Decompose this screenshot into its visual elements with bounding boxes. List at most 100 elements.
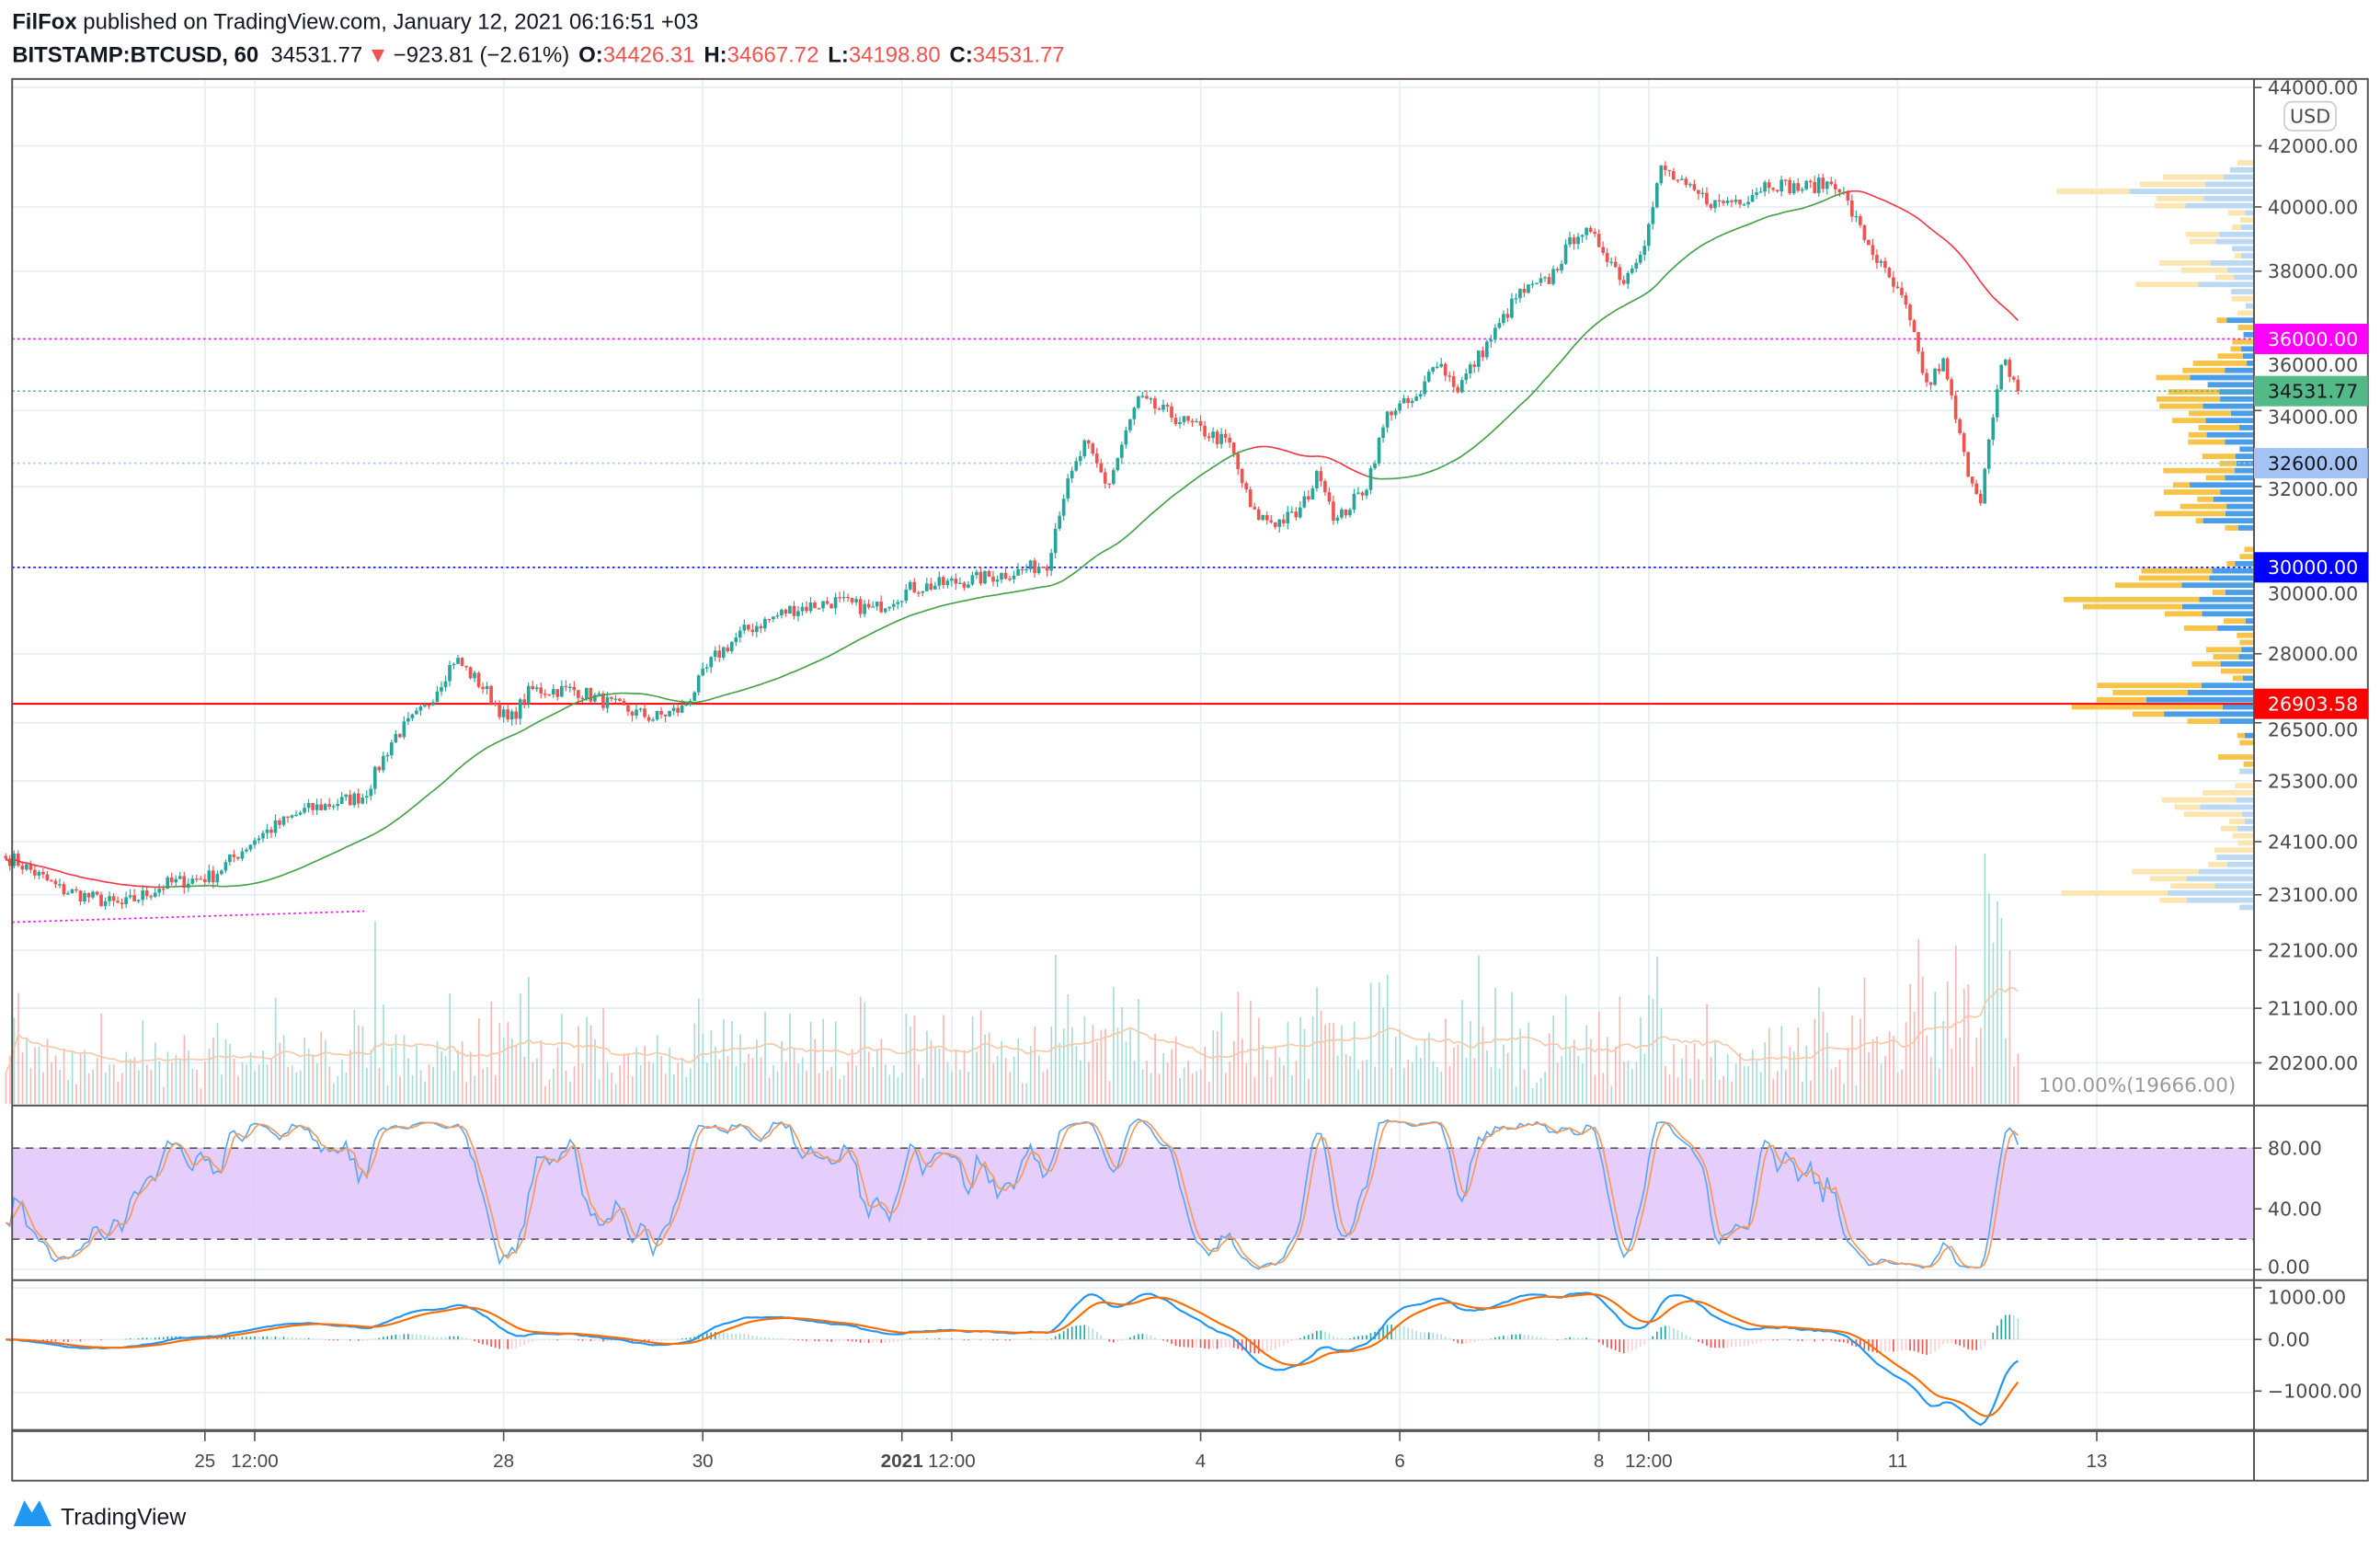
candle-body[interactable] xyxy=(1459,380,1464,393)
price-level-tag[interactable] xyxy=(2254,552,2368,583)
candle-body[interactable] xyxy=(228,855,232,863)
candle-body[interactable] xyxy=(1493,327,1497,340)
candle-body[interactable] xyxy=(1892,277,1895,287)
candle-body[interactable] xyxy=(1713,200,1717,209)
candle-body[interactable] xyxy=(1746,201,1750,205)
candle-body[interactable] xyxy=(1539,278,1543,283)
candle-body[interactable] xyxy=(269,829,273,833)
candle-body[interactable] xyxy=(1634,262,1639,269)
candle-body[interactable] xyxy=(423,705,427,707)
candle-body[interactable] xyxy=(1895,286,1900,288)
candle-body[interactable] xyxy=(850,598,854,602)
candle-body[interactable] xyxy=(1299,507,1302,518)
candle-body[interactable] xyxy=(692,692,696,701)
candle-body[interactable] xyxy=(904,589,909,602)
candle-body[interactable] xyxy=(1414,396,1418,401)
candle-body[interactable] xyxy=(141,890,144,901)
candle-body[interactable] xyxy=(1061,499,1066,516)
candle-body[interactable] xyxy=(174,878,178,883)
candle-body[interactable] xyxy=(1269,520,1274,522)
candle-body[interactable] xyxy=(1137,396,1140,408)
tradingview-logo[interactable]: TradingView xyxy=(13,1500,186,1531)
candle-body[interactable] xyxy=(476,672,481,687)
candle-body[interactable] xyxy=(1116,457,1120,471)
candle-body[interactable] xyxy=(954,579,958,584)
candle-body[interactable] xyxy=(1821,178,1825,189)
candle-body[interactable] xyxy=(1705,192,1709,205)
candle-body[interactable] xyxy=(1020,568,1024,571)
trend-line[interactable] xyxy=(12,910,365,924)
candle-body[interactable] xyxy=(1091,443,1095,454)
candle-body[interactable] xyxy=(1937,368,1941,372)
candle-body[interactable] xyxy=(709,657,714,668)
candle-body[interactable] xyxy=(1983,468,1987,504)
candle-body[interactable] xyxy=(597,693,601,695)
candle-body[interactable] xyxy=(950,579,954,581)
candle-body[interactable] xyxy=(1887,268,1892,278)
candle-body[interactable] xyxy=(7,858,12,866)
candle-body[interactable] xyxy=(70,889,74,894)
candle-body[interactable] xyxy=(618,698,622,701)
candle-body[interactable] xyxy=(858,599,863,614)
candle-body[interactable] xyxy=(734,637,738,643)
candle-body[interactable] xyxy=(526,685,531,705)
candle-body[interactable] xyxy=(1755,192,1758,195)
candle-body[interactable] xyxy=(750,629,755,633)
candle-body[interactable] xyxy=(1211,431,1215,439)
candle-body[interactable] xyxy=(1535,282,1539,284)
candle-body[interactable] xyxy=(348,794,352,806)
candle-body[interactable] xyxy=(385,755,390,757)
candle-body[interactable] xyxy=(1410,400,1414,404)
candle-body[interactable] xyxy=(1709,204,1713,209)
candle-body[interactable] xyxy=(1796,183,1801,191)
candle-body[interactable] xyxy=(485,685,489,690)
candle-body[interactable] xyxy=(303,808,306,813)
candle-body[interactable] xyxy=(245,849,248,852)
candle-body[interactable] xyxy=(157,889,162,893)
candle-body[interactable] xyxy=(522,699,527,705)
candle-body[interactable] xyxy=(1468,364,1472,374)
candle-body[interactable] xyxy=(1676,179,1680,181)
candle-body[interactable] xyxy=(1875,255,1879,263)
candle-body[interactable] xyxy=(1588,227,1593,233)
candle-body[interactable] xyxy=(646,717,651,721)
candle-body[interactable] xyxy=(1182,416,1186,422)
candle-body[interactable] xyxy=(103,901,108,906)
candle-body[interactable] xyxy=(1725,201,1730,203)
candle-body[interactable] xyxy=(120,902,124,905)
candle-body[interactable] xyxy=(792,605,796,616)
candle-body[interactable] xyxy=(1190,420,1195,423)
candle-body[interactable] xyxy=(1900,287,1904,295)
candle-body[interactable] xyxy=(473,672,476,679)
candle-body[interactable] xyxy=(207,870,212,882)
candle-body[interactable] xyxy=(1036,567,1041,574)
candle-body[interactable] xyxy=(1070,470,1074,479)
candle-body[interactable] xyxy=(435,691,440,703)
candle-body[interactable] xyxy=(1788,179,1791,194)
candle-body[interactable] xyxy=(298,812,303,815)
candle-body[interactable] xyxy=(605,696,610,708)
candle-body[interactable] xyxy=(1771,188,1775,190)
candle-body[interactable] xyxy=(45,874,50,880)
candle-body[interactable] xyxy=(53,880,58,885)
candle-body[interactable] xyxy=(1779,179,1783,192)
candle-body[interactable] xyxy=(680,706,684,713)
candle-body[interactable] xyxy=(1813,181,1817,193)
candle-body[interactable] xyxy=(415,710,418,715)
candle-body[interactable] xyxy=(1543,277,1547,279)
candle-body[interactable] xyxy=(1672,171,1676,180)
candle-body[interactable] xyxy=(1049,553,1053,571)
candle-body[interactable] xyxy=(1966,452,1970,477)
candle-body[interactable] xyxy=(908,581,912,590)
candle-body[interactable] xyxy=(58,884,62,886)
candle-body[interactable] xyxy=(1024,568,1028,571)
candle-body[interactable] xyxy=(1527,284,1530,293)
candle-body[interactable] xyxy=(215,874,220,883)
price-level-tag[interactable] xyxy=(2254,448,2368,479)
candle-body[interactable] xyxy=(278,820,281,825)
candle-body[interactable] xyxy=(1195,420,1198,423)
candle-body[interactable] xyxy=(1231,442,1236,454)
candle-body[interactable] xyxy=(501,709,506,717)
candle-body[interactable] xyxy=(1621,280,1626,284)
candle-body[interactable] xyxy=(1659,166,1664,184)
